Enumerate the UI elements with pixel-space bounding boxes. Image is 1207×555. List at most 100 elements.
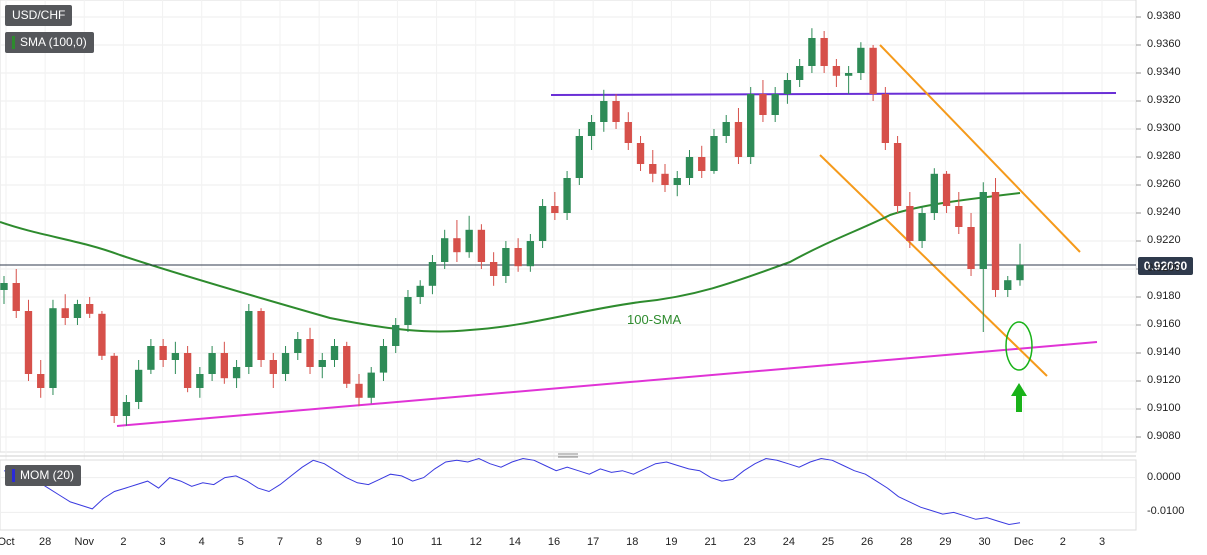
y-tick-label: 0.9160: [1147, 318, 1181, 330]
candle-body: [220, 353, 229, 379]
y-tick-label: 0.9140: [1147, 346, 1181, 358]
x-tick-label: 11: [430, 536, 443, 548]
candle: [61, 294, 69, 325]
y-tick-label: 0.9180: [1147, 290, 1181, 302]
candle-body: [1004, 280, 1012, 290]
candle: [942, 171, 951, 213]
candle: [991, 178, 1000, 297]
candle-body: [24, 311, 33, 374]
candle: [526, 234, 535, 272]
x-tick-label: 10: [391, 536, 404, 548]
candle: [808, 28, 816, 73]
candle: [171, 341, 180, 374]
candle: [771, 87, 779, 122]
candle: [747, 87, 755, 164]
candle-body: [795, 66, 804, 80]
candle: [979, 182, 987, 332]
candle: [906, 192, 914, 248]
y-tick-label: 0.9200: [1147, 262, 1181, 274]
candle-body: [196, 374, 204, 388]
candle-body: [404, 297, 412, 325]
candle: [12, 269, 20, 318]
candle: [489, 252, 498, 286]
candle: [49, 299, 57, 395]
candle-body: [832, 66, 841, 76]
candle-body: [208, 353, 216, 374]
candle-body: [918, 213, 926, 241]
candle: [869, 45, 877, 101]
x-tick-label: 28: [39, 536, 52, 548]
candle: [306, 327, 314, 374]
candle: [563, 171, 571, 220]
candle-body: [967, 227, 975, 269]
candle-body: [624, 122, 632, 143]
x-tick-label: 2: [1059, 536, 1066, 548]
x-tick-label: 16: [547, 536, 561, 548]
candle: [147, 339, 155, 374]
candle-body: [416, 285, 424, 297]
candle-body: [526, 241, 535, 267]
candle: [220, 341, 229, 384]
candle: [24, 299, 33, 381]
x-tick-label: 7: [276, 536, 284, 548]
candle-body: [771, 94, 779, 115]
x-tick-label: 24: [782, 536, 795, 548]
candle: [685, 150, 694, 185]
candle-body: [808, 38, 816, 66]
candle-body: [134, 369, 143, 402]
x-tick-label: 17: [587, 536, 600, 548]
candle: [857, 42, 865, 80]
y-axis: [1136, 16, 1141, 438]
channel-upper-line: [879, 44, 1081, 253]
candle-body: [489, 262, 498, 276]
candle: [122, 395, 131, 426]
candle-body: [747, 94, 755, 157]
candle: [232, 360, 241, 388]
x-tick-label: 8: [316, 536, 323, 548]
momentum-grid: [0, 477, 1136, 513]
sma-annotation: 100-SMA: [627, 312, 682, 327]
y-tick-label: 0.9100: [1147, 402, 1181, 414]
candle: [428, 255, 437, 295]
candle: [343, 341, 351, 388]
y-tick-label: 0.9220: [1147, 234, 1181, 246]
candle-body: [61, 308, 69, 318]
candle-body: [759, 94, 767, 115]
candle: [453, 220, 461, 262]
candle: [269, 353, 277, 388]
candle: [820, 31, 828, 73]
momentum-swatch-icon: [12, 469, 15, 483]
x-tick-label: Dec: [1013, 536, 1034, 548]
candle: [710, 129, 718, 174]
candle: [86, 297, 94, 318]
x-tick-label: 3: [159, 536, 166, 548]
candle: [441, 229, 449, 269]
candle: [502, 241, 510, 283]
candle-body: [893, 143, 902, 206]
candle: [318, 353, 326, 379]
x-tick-label: 5: [237, 536, 244, 548]
candle: [649, 150, 657, 183]
up-arrow-icon: [1011, 383, 1027, 412]
price-grid: [0, 0, 1136, 530]
candle: [392, 318, 400, 353]
candle: [134, 360, 143, 409]
x-tick-label: 2: [120, 536, 127, 548]
candle-body: [820, 38, 828, 66]
candle-body: [453, 238, 461, 253]
candle: [881, 87, 890, 150]
candle: [355, 374, 363, 407]
x-tick-label: 29: [939, 536, 952, 548]
candle-body: [649, 164, 657, 174]
candle-body: [673, 178, 681, 185]
candle: [587, 115, 596, 150]
candle-body: [636, 143, 645, 164]
candle: [759, 80, 767, 122]
candle-body: [171, 353, 180, 360]
y-tick-label: 0.9080: [1147, 430, 1181, 442]
x-tick-label: 4: [198, 536, 205, 548]
splitter-grip[interactable]: [558, 453, 578, 458]
candle-body: [306, 339, 314, 367]
candle-body: [710, 136, 718, 171]
